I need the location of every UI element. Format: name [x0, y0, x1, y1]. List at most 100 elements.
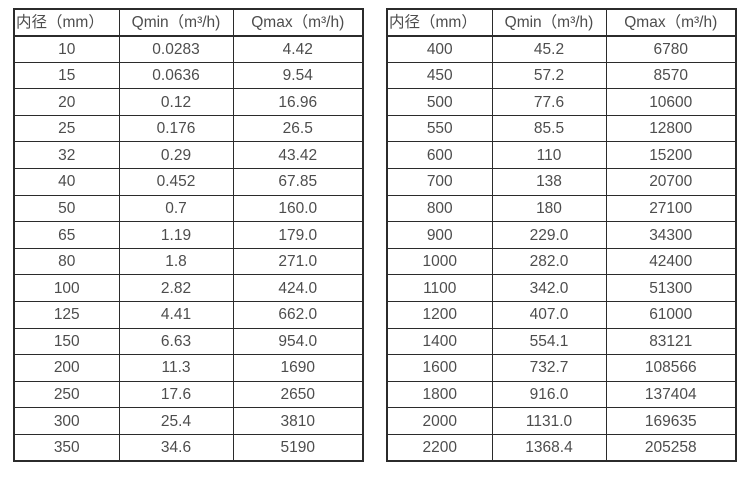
table-cell: 2.82: [118, 274, 234, 303]
table-cell: 1600: [386, 354, 493, 382]
table-row: 20 0.12 16.96: [13, 88, 364, 116]
table-cell: 77.6: [491, 88, 607, 116]
table-cell: 205258: [605, 434, 737, 462]
table-row: 15 0.0636 9.54: [13, 61, 364, 90]
table-cell: 65: [13, 221, 120, 249]
table-cell: 179.0: [232, 221, 364, 249]
table-cell: 282.0: [491, 247, 607, 276]
table-cell: 954.0: [232, 327, 364, 356]
table-row: 900 229.0 34300: [386, 221, 737, 249]
table-row: 450 57.2 8570: [386, 61, 737, 90]
table-cell: 800: [386, 194, 493, 223]
table-cell: 2000: [386, 407, 493, 435]
table-cell: 180: [491, 194, 607, 223]
table-cell: 0.0636: [118, 61, 234, 90]
table-row: 150 6.63 954.0: [13, 327, 364, 356]
table-cell: 15200: [605, 141, 737, 170]
table-row: 700 138 20700: [386, 168, 737, 196]
table-cell: 600: [386, 141, 493, 170]
table-row: 80 1.8 271.0: [13, 247, 364, 276]
table-cell: 1.19: [118, 221, 234, 249]
table-cell: 6780: [605, 35, 737, 63]
table-cell: 57.2: [491, 61, 607, 90]
table-cell: 100: [13, 274, 120, 303]
table-cell: 200: [13, 354, 120, 382]
table-cell: 8570: [605, 61, 737, 90]
table-row: 1600 732.7 108566: [386, 354, 737, 382]
table-cell: 1400: [386, 327, 493, 356]
table-cell: 4.42: [232, 35, 364, 63]
table-cell: 0.0283: [118, 35, 234, 63]
col-header-inner-diameter: 内径（mm）: [386, 8, 493, 37]
table-cell: 50: [13, 194, 120, 223]
table-row: 200 11.3 1690: [13, 354, 364, 382]
table-cell: 125: [13, 301, 120, 329]
table-row: 1400 554.1 83121: [386, 327, 737, 356]
table-cell: 40: [13, 168, 120, 196]
table-cell: 350: [13, 434, 120, 462]
table-row: 800 180 27100: [386, 194, 737, 223]
table-row: 1100 342.0 51300: [386, 274, 737, 303]
table-cell: 1000: [386, 247, 493, 276]
table-cell: 61000: [605, 301, 737, 329]
table-row: 25 0.176 26.5: [13, 114, 364, 143]
table-cell: 10600: [605, 88, 737, 116]
table-cell: 700: [386, 168, 493, 196]
table-cell: 25.4: [118, 407, 234, 435]
table-cell: 25: [13, 114, 120, 143]
table-cell: 250: [13, 380, 120, 409]
col-header-inner-diameter: 内径（mm）: [13, 8, 120, 37]
table-row: 10 0.0283 4.42: [13, 35, 364, 63]
table-cell: 2650: [232, 380, 364, 409]
table-cell: 450: [386, 61, 493, 90]
table-cell: 16.96: [232, 88, 364, 116]
table-cell: 0.29: [118, 141, 234, 170]
table-cell: 34300: [605, 221, 737, 249]
table-cell: 424.0: [232, 274, 364, 303]
col-header-qmax: Qmax（m³/h): [232, 8, 364, 37]
table-cell: 1200: [386, 301, 493, 329]
table-row: 1200 407.0 61000: [386, 301, 737, 329]
table-row: 550 85.5 12800: [386, 114, 737, 143]
table-cell: 108566: [605, 354, 737, 382]
table-cell: 51300: [605, 274, 737, 303]
table-cell: 229.0: [491, 221, 607, 249]
table-row: 32 0.29 43.42: [13, 141, 364, 170]
table-cell: 0.7: [118, 194, 234, 223]
table-cell: 1131.0: [491, 407, 607, 435]
table-row: 600 110 15200: [386, 141, 737, 170]
table-cell: 662.0: [232, 301, 364, 329]
table-cell: 83121: [605, 327, 737, 356]
table-cell: 20700: [605, 168, 737, 196]
table-cell: 0.12: [118, 88, 234, 116]
table-row: 350 34.6 5190: [13, 434, 364, 462]
table-body: 400 45.2 6780 450 57.2 8570 500 77.6 10600 550 85.…: [386, 35, 737, 462]
col-header-qmax: Qmax（m³/h): [605, 8, 737, 37]
table-body: 10 0.0283 4.42 15 0.0636 9.54 20 0.12 16.96 25 0.1…: [13, 35, 364, 462]
table-header: 内径（mm） Qmin（m³/h) Qmax（m³/h): [386, 8, 737, 37]
table-cell: 400: [386, 35, 493, 63]
table-cell: 300: [13, 407, 120, 435]
table-row: 500 77.6 10600: [386, 88, 737, 116]
table-cell: 67.85: [232, 168, 364, 196]
table-row: 125 4.41 662.0: [13, 301, 364, 329]
header-row: 内径（mm） Qmin（m³/h) Qmax（m³/h): [386, 8, 737, 37]
table-cell: 6.63: [118, 327, 234, 356]
table-row: 65 1.19 179.0: [13, 221, 364, 249]
table-cell: 0.452: [118, 168, 234, 196]
table-cell: 4.41: [118, 301, 234, 329]
table-cell: 3810: [232, 407, 364, 435]
table-cell: 80: [13, 247, 120, 276]
table-cell: 732.7: [491, 354, 607, 382]
table-cell: 26.5: [232, 114, 364, 143]
table-cell: 900: [386, 221, 493, 249]
table-cell: 11.3: [118, 354, 234, 382]
col-header-qmin: Qmin（m³/h): [491, 8, 607, 37]
table-cell: 554.1: [491, 327, 607, 356]
table-cell: 20: [13, 88, 120, 116]
table-cell: 32: [13, 141, 120, 170]
table-row: 40 0.452 67.85: [13, 168, 364, 196]
table-row: 2200 1368.4 205258: [386, 434, 737, 462]
table-cell: 1690: [232, 354, 364, 382]
